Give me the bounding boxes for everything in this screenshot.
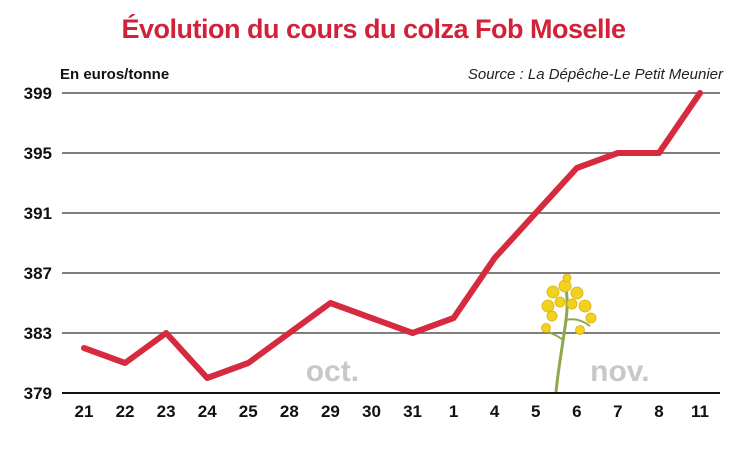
- x-tick-label: 25: [239, 402, 258, 421]
- x-tick-label: 4: [490, 402, 500, 421]
- y-axis-unit-label: En euros/tonne: [60, 66, 170, 83]
- gridlines: [62, 92, 720, 334]
- x-tick-label: 1: [449, 402, 458, 421]
- y-tick-label: 395: [24, 144, 52, 163]
- x-tick-label: 6: [572, 402, 581, 421]
- x-tick-label: 28: [280, 402, 299, 421]
- month-annotation: nov.: [590, 355, 649, 388]
- rapeseed-flower-illustration: [541, 273, 597, 393]
- x-tick-label: 29: [321, 402, 340, 421]
- x-tick-label: 30: [362, 402, 381, 421]
- y-tick-label: 399: [24, 84, 52, 103]
- series-line: [81, 90, 703, 381]
- month-annotation: oct.: [306, 355, 359, 388]
- y-tick-label: 387: [24, 264, 52, 283]
- x-tick-label: 22: [116, 402, 135, 421]
- x-tick-label: 23: [157, 402, 176, 421]
- x-tick-label: 7: [613, 402, 622, 421]
- y-tick-label: 379: [24, 384, 52, 403]
- y-tick-label: 383: [24, 324, 52, 343]
- source-label: Source : La Dépêche-Le Petit Meunier: [467, 66, 723, 83]
- x-tick-label: 5: [531, 402, 540, 421]
- chart-title: Évolution du cours du colza Fob Moselle: [121, 14, 626, 44]
- x-tick-label: 8: [654, 402, 663, 421]
- x-tick-label: 24: [198, 402, 217, 421]
- y-tick-label: 391: [24, 204, 52, 223]
- x-tick-label: 11: [691, 402, 709, 421]
- x-tick-label: 31: [403, 402, 422, 421]
- x-tick-label: 21: [75, 402, 94, 421]
